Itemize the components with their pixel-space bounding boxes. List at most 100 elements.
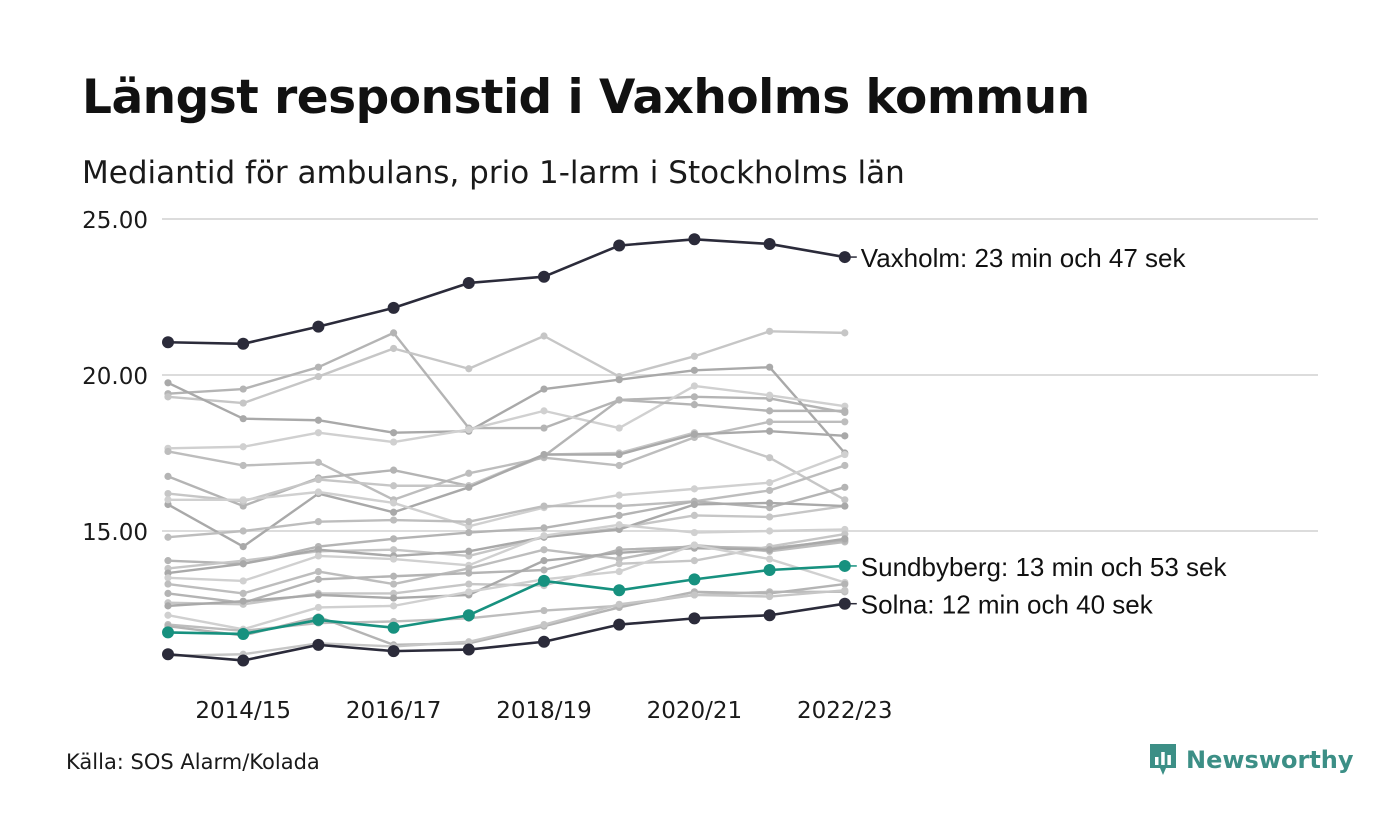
data-point xyxy=(390,572,398,580)
data-point xyxy=(841,535,849,543)
data-point xyxy=(390,438,398,446)
data-point xyxy=(465,469,473,477)
series-path xyxy=(167,398,845,508)
series-path xyxy=(167,589,845,657)
data-point xyxy=(465,588,473,596)
series-label-sundbyberg: Sundbyberg: 13 min och 53 sek xyxy=(861,552,1228,582)
data-point xyxy=(690,366,699,374)
series-path xyxy=(167,429,845,548)
data-point xyxy=(615,600,623,608)
source-note: Källa: SOS Alarm/Kolada xyxy=(66,750,320,774)
series-path xyxy=(167,537,845,608)
series-path-solna xyxy=(167,602,845,662)
y-tick-label: 15.00 xyxy=(82,520,148,546)
data-point-vaxholm xyxy=(162,336,174,349)
data-point xyxy=(690,541,699,549)
data-point xyxy=(390,602,398,610)
data-point xyxy=(164,589,172,598)
data-point xyxy=(690,430,699,438)
data-point-vaxholm xyxy=(688,233,701,246)
data-point xyxy=(766,327,774,335)
data-point xyxy=(239,399,247,407)
data-point xyxy=(841,483,849,491)
series-path xyxy=(167,384,845,450)
data-point xyxy=(239,560,247,568)
data-point-vaxholm xyxy=(538,270,550,283)
data-point xyxy=(164,393,172,401)
data-point xyxy=(390,555,398,563)
data-point-solna xyxy=(312,638,325,651)
background-series-line xyxy=(164,541,849,633)
data-point xyxy=(314,488,322,496)
data-point-vaxholm xyxy=(237,337,250,350)
data-point xyxy=(615,521,623,529)
data-point xyxy=(314,475,322,484)
data-point xyxy=(841,580,849,588)
series-solna xyxy=(162,597,851,667)
data-point xyxy=(841,407,849,415)
series-path-vaxholm xyxy=(167,237,846,346)
data-point xyxy=(465,580,473,588)
data-point xyxy=(540,557,548,565)
data-point xyxy=(164,379,172,387)
data-point xyxy=(314,567,322,576)
data-point xyxy=(314,552,322,560)
x-tick-label: 2014/15 xyxy=(195,698,291,724)
data-point xyxy=(615,549,623,557)
data-point xyxy=(239,577,247,585)
data-point-solna xyxy=(162,648,174,661)
data-point xyxy=(540,532,548,540)
data-point xyxy=(164,472,172,480)
data-point xyxy=(164,574,172,582)
data-point xyxy=(766,546,774,554)
data-point xyxy=(766,486,774,495)
data-point xyxy=(314,372,322,381)
data-point xyxy=(766,479,774,487)
data-point xyxy=(766,513,774,521)
series-path xyxy=(167,366,846,454)
background-series-line xyxy=(164,499,849,577)
data-point xyxy=(239,385,247,393)
data-point xyxy=(390,344,398,353)
series-label-vaxholm: Vaxholm: 23 min och 47 sek xyxy=(861,243,1187,273)
data-point-sundbyberg xyxy=(162,626,174,639)
data-point xyxy=(615,450,623,459)
data-point xyxy=(841,432,849,440)
data-point xyxy=(314,429,322,437)
data-point xyxy=(615,424,623,432)
data-point xyxy=(690,485,699,493)
data-point xyxy=(390,429,398,437)
data-point-sundbyberg xyxy=(387,621,400,634)
data-point xyxy=(690,352,699,360)
data-point xyxy=(465,569,473,577)
series-path-sundbyberg xyxy=(167,564,845,636)
data-point xyxy=(239,415,247,423)
series-path xyxy=(168,453,846,528)
data-point xyxy=(841,496,849,504)
data-point xyxy=(766,418,774,426)
data-point xyxy=(390,508,398,516)
data-point-vaxholm xyxy=(312,320,325,333)
brand-name: Newsworthy xyxy=(1186,746,1354,774)
newsworthy-logo: Newsworthy xyxy=(1148,742,1354,778)
data-point-solna xyxy=(462,643,475,656)
chart-subtitle: Mediantid för ambulans, prio 1-larm i St… xyxy=(82,155,905,191)
background-series-line xyxy=(164,329,849,432)
data-point xyxy=(615,376,623,384)
data-point xyxy=(465,365,473,373)
data-point xyxy=(690,500,699,509)
background-series-line xyxy=(164,461,849,541)
data-point xyxy=(690,393,699,401)
x-tick-label: 2018/19 xyxy=(496,698,592,724)
data-point-vaxholm xyxy=(613,239,626,252)
background-series-line xyxy=(164,382,849,452)
y-tick-label: 25.00 xyxy=(82,208,148,234)
data-point xyxy=(465,426,473,434)
background-series-line xyxy=(164,535,849,610)
data-point xyxy=(540,424,548,432)
background-series-line xyxy=(164,327,849,407)
data-point xyxy=(766,391,774,399)
data-point xyxy=(841,586,849,594)
data-point xyxy=(690,382,699,390)
line-chart: 15.00 20.00 25.00 2014/15 2016/17 2018/19 202… xyxy=(82,208,1318,724)
